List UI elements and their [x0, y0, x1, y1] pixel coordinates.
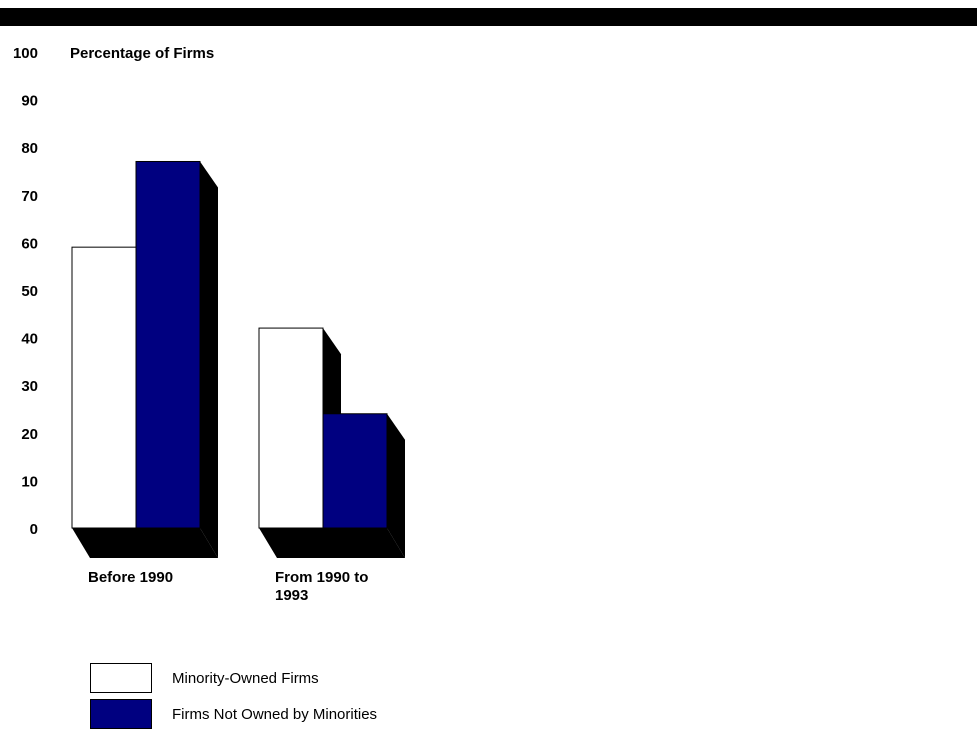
bar-side-shadow	[200, 161, 218, 559]
y-tick-label: 20	[21, 426, 38, 443]
y-tick-label: 40	[21, 331, 38, 348]
bar	[322, 413, 388, 529]
y-tick-label: 30	[21, 378, 38, 395]
bar	[258, 327, 324, 529]
bar-side-shadow	[387, 413, 405, 558]
y-tick-label: 60	[21, 235, 38, 252]
top-rule-bar	[0, 8, 977, 26]
legend-item: Firms Not Owned by Minorities	[90, 698, 377, 730]
legend: Minority-Owned Firms Firms Not Owned by M…	[90, 662, 377, 734]
legend-swatch	[90, 663, 152, 693]
legend-swatch	[90, 699, 152, 729]
y-axis: 0 10 20 30 40 50 60 70 80 90 100	[13, 45, 38, 538]
legend-label: Minority-Owned Firms	[172, 669, 319, 687]
y-tick-label: 0	[30, 521, 38, 538]
y-axis-title: Percentage of Firms	[70, 45, 214, 62]
bar	[135, 160, 201, 529]
bar	[71, 246, 137, 529]
y-tick-label: 50	[21, 283, 38, 300]
y-tick-label: 80	[21, 140, 38, 157]
legend-label: Firms Not Owned by Minorities	[172, 705, 378, 723]
y-tick-label: 90	[21, 93, 38, 110]
x-tick-label: From 1990 to 1993	[275, 569, 369, 604]
legend-item: Minority-Owned Firms	[90, 662, 377, 694]
y-tick-label: 100	[13, 45, 38, 62]
x-tick-label: Before 1990	[88, 569, 174, 586]
y-tick-label: 70	[21, 188, 38, 205]
bars	[71, 160, 405, 559]
y-tick-label: 10	[21, 473, 38, 490]
